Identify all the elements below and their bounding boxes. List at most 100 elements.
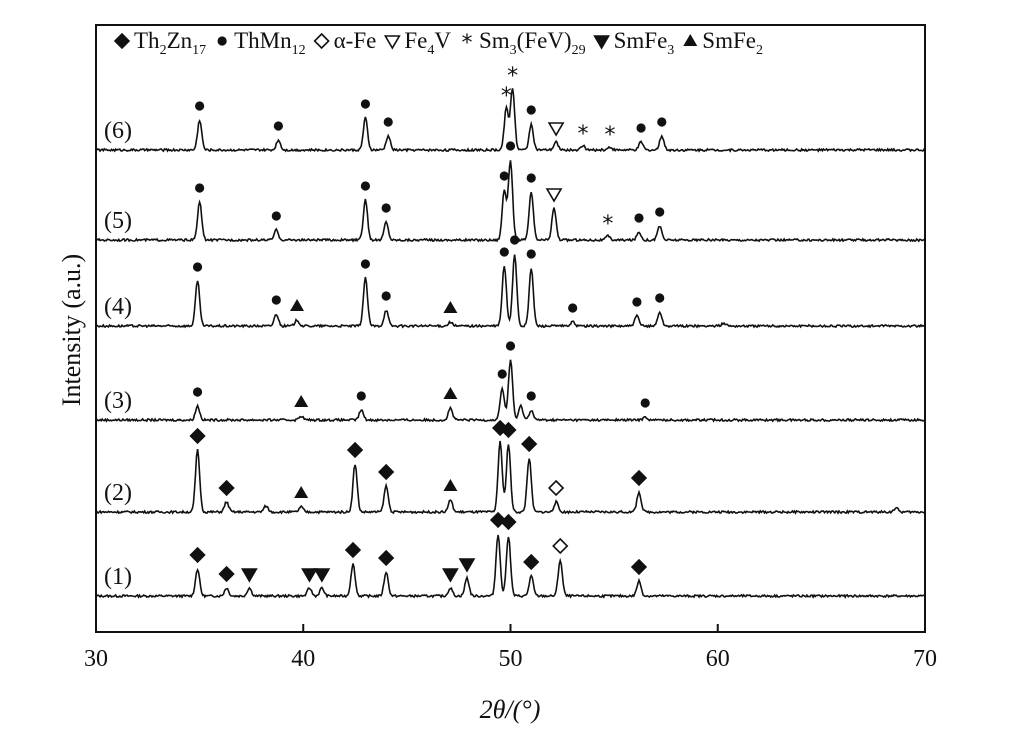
peak-marker (443, 387, 458, 399)
peak-marker (271, 211, 281, 221)
peak-marker (360, 99, 371, 109)
peak-marker (499, 247, 509, 257)
peak-marker (634, 213, 644, 223)
peak-marker (568, 303, 578, 313)
series-trace: (1) (95, 511, 926, 599)
peak-marker (547, 479, 565, 497)
legend-marker-icon (313, 32, 330, 50)
peak-marker (499, 171, 509, 181)
svg-text:*: * (578, 122, 589, 147)
peak-marker: * (602, 212, 613, 237)
peak-marker (381, 291, 391, 301)
legend-entry: SmFe2​ (683, 28, 763, 58)
series-trace: (3) (95, 341, 926, 423)
x-tick-label: 50 (499, 646, 523, 672)
peak-marker (378, 549, 395, 567)
series-label: (5) (104, 208, 132, 234)
legend-marker-icon (113, 32, 131, 50)
legend-label: SmFe3​ (614, 28, 675, 58)
peak-marker (383, 117, 393, 127)
series-trace: (5) * (95, 141, 926, 243)
series-line (95, 254, 926, 329)
series-trace: (6)*** * (95, 64, 926, 153)
x-axis: 30 40 50 60 70 (84, 624, 937, 672)
peak-marker (630, 469, 648, 487)
peak-marker (547, 122, 565, 137)
series-trace: (4) (95, 235, 926, 329)
series-line (95, 160, 926, 243)
legend-label: Th2​Zn17​ (134, 28, 206, 58)
legend-label: SmFe2​ (702, 28, 763, 58)
peak-marker (381, 203, 391, 213)
svg-text:*: * (602, 212, 613, 237)
peak-marker: * (501, 84, 512, 109)
peak-marker (344, 541, 362, 559)
peak-marker (195, 183, 205, 193)
x-axis-label: 2θ/(°) (480, 695, 541, 724)
peak-marker (655, 207, 665, 217)
peak-marker (271, 295, 281, 305)
x-tick-label: 70 (913, 646, 937, 672)
peak-marker (657, 117, 667, 127)
series-trace: (2) (95, 419, 926, 515)
legend-label: Sm3​(FeV)29​ (479, 28, 586, 58)
series-label: (4) (104, 294, 132, 320)
series-line (95, 88, 926, 153)
series-label: (6) (104, 118, 132, 144)
x-tick-label: 30 (84, 646, 108, 672)
peak-marker (218, 479, 235, 497)
peak-marker (346, 441, 364, 459)
peak-marker (521, 435, 538, 453)
peak-marker: * (507, 64, 518, 89)
peak-marker (497, 369, 507, 379)
peak-marker (294, 395, 309, 407)
traces: (1)(2)(3)(4)(5) *(6)*** * (95, 64, 926, 599)
peak-marker (552, 537, 569, 555)
peak-marker (443, 479, 458, 491)
peak-marker (489, 511, 507, 529)
legend-entry: SmFe3​ (593, 28, 675, 58)
series-line (95, 440, 926, 515)
peak-marker (523, 553, 540, 571)
peak-marker (505, 141, 516, 151)
peak-marker (526, 105, 536, 115)
legend: Th2​Zn17​ ThMn12​ α-Fe Fe4​V * Sm3​(FeV)29​ Sm… (113, 28, 763, 58)
peak-marker (195, 101, 205, 111)
legend-marker-icon (593, 35, 610, 50)
peak-marker (526, 391, 536, 401)
legend-entry: Th2​Zn17​ (113, 28, 206, 58)
peak-marker (294, 486, 309, 498)
peak-marker (240, 568, 258, 583)
legend-entry: Fe4​V (383, 28, 451, 58)
peak-marker (218, 565, 235, 583)
peak-marker (632, 297, 642, 307)
series-label: (1) (104, 564, 132, 590)
x-tick-label: 40 (291, 646, 315, 672)
legend-label: ThMn12​ (234, 28, 306, 58)
x-tick-label: 60 (706, 646, 730, 672)
peak-marker (301, 568, 318, 583)
y-axis-label: Intensity (a.u.) (57, 254, 86, 406)
peak-marker: * (604, 123, 615, 148)
legend-marker-icon (383, 35, 401, 50)
legend-marker-icon (683, 34, 698, 46)
peak-marker (545, 188, 563, 203)
peak-marker (526, 249, 536, 259)
svg-text:*: * (461, 31, 472, 56)
svg-text:*: * (501, 84, 512, 109)
peak-marker (442, 568, 459, 583)
peak-marker (636, 123, 646, 133)
legend-entry: ThMn12​ (217, 28, 306, 58)
legend-entry: * Sm3​(FeV)29​ (461, 28, 585, 58)
peak-marker: * (578, 122, 589, 147)
peak-marker (360, 259, 371, 269)
series-line (95, 359, 926, 423)
peak-marker (360, 181, 371, 191)
svg-text:*: * (604, 123, 615, 148)
peak-marker (510, 235, 520, 245)
peak-marker (356, 391, 366, 401)
peak-marker (505, 341, 516, 351)
legend-entry: α-Fe (313, 28, 376, 53)
legend-marker-icon (217, 36, 227, 46)
